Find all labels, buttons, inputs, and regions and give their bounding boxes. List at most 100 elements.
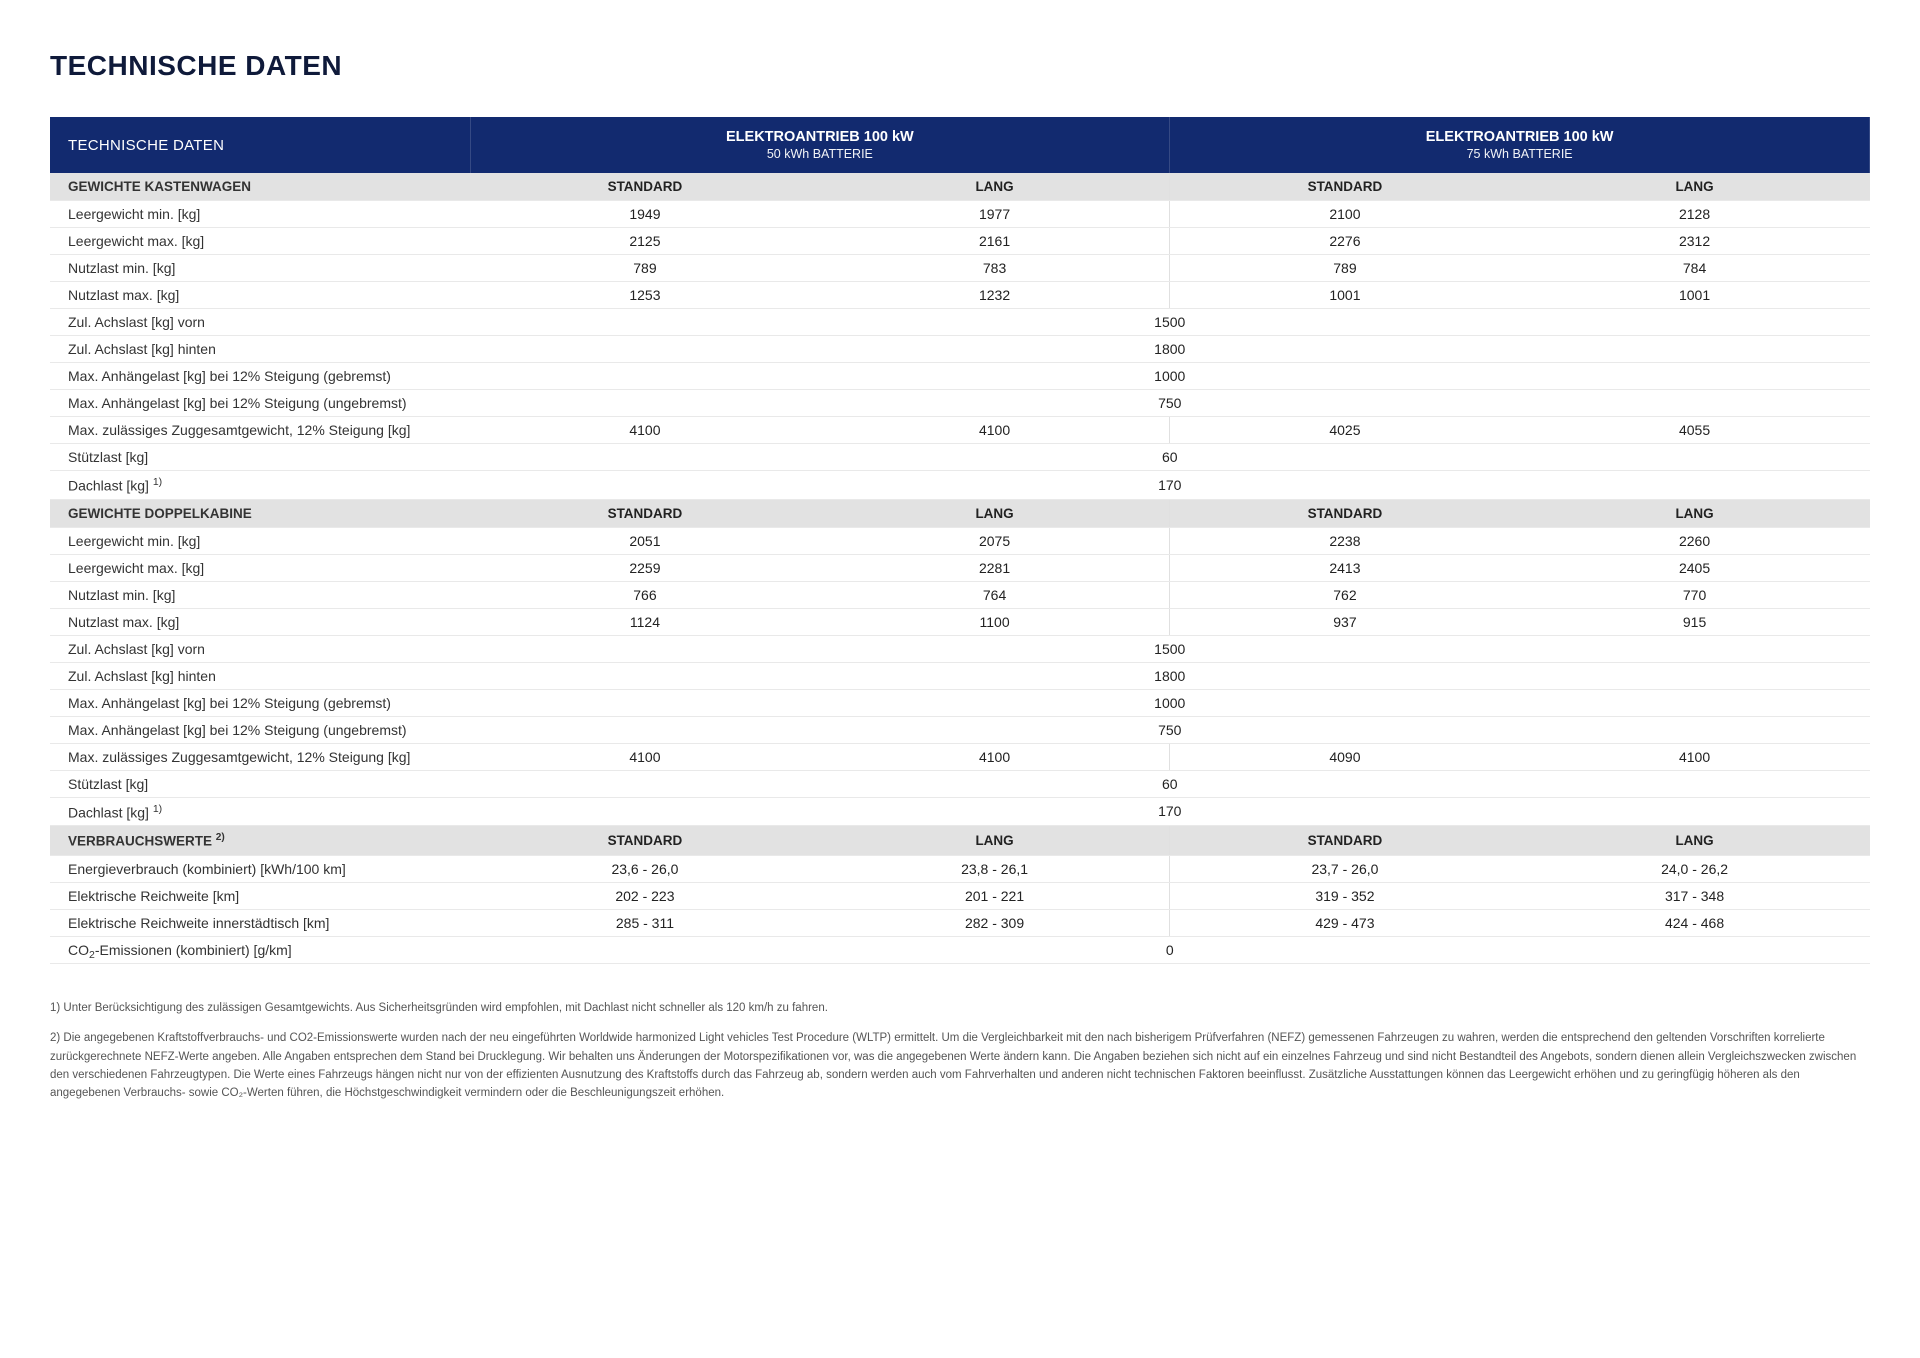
table-row: Dachlast [kg] 1)170 — [50, 471, 1870, 500]
row-label: Max. zulässiges Zuggesamtgewicht, 12% St… — [50, 743, 470, 770]
footnote-2: 2) Die angegebenen Kraftstoffverbrauchs-… — [50, 1029, 1870, 1103]
section-col-label: STANDARD — [470, 499, 820, 527]
table-row: Leergewicht min. [kg]2051207522382260 — [50, 527, 1870, 554]
row-value: 783 — [820, 255, 1170, 282]
row-label: CO2-Emissionen (kombiniert) [g/km] — [50, 936, 470, 963]
row-value-merged: 60 — [470, 770, 1870, 797]
row-label: Max. Anhängelast [kg] bei 12% Steigung (… — [50, 363, 470, 390]
table-row: Zul. Achslast [kg] vorn1500 — [50, 635, 1870, 662]
row-label: Max. Anhängelast [kg] bei 12% Steigung (… — [50, 390, 470, 417]
section-col-label: LANG — [1520, 826, 1870, 856]
section-col-label: LANG — [820, 826, 1170, 856]
table-header-row: TECHNISCHE DATEN ELEKTROANTRIEB 100 kW 5… — [50, 117, 1870, 173]
row-value: 4100 — [470, 743, 820, 770]
row-label: Zul. Achslast [kg] vorn — [50, 635, 470, 662]
row-value: 23,6 - 26,0 — [470, 855, 820, 882]
row-value-merged: 750 — [470, 716, 1870, 743]
row-label: Dachlast [kg] 1) — [50, 471, 470, 500]
row-value: 2276 — [1170, 228, 1520, 255]
row-label: Energieverbrauch (kombiniert) [kWh/100 k… — [50, 855, 470, 882]
section-header-row: GEWICHTE DOPPELKABINESTANDARDLANGSTANDAR… — [50, 499, 1870, 527]
table-row: Zul. Achslast [kg] hinten1800 — [50, 336, 1870, 363]
row-value: 1977 — [820, 201, 1170, 228]
row-value-merged: 750 — [470, 390, 1870, 417]
row-label: Max. zulässiges Zuggesamtgewicht, 12% St… — [50, 417, 470, 444]
header-variant-0: ELEKTROANTRIEB 100 kW 50 kWh BATTERIE — [470, 117, 1170, 173]
section-header-row: GEWICHTE KASTENWAGENSTANDARDLANGSTANDARD… — [50, 173, 1870, 201]
row-value: 1232 — [820, 282, 1170, 309]
row-value: 23,7 - 26,0 — [1170, 855, 1520, 882]
row-value: 762 — [1170, 581, 1520, 608]
table-row: Elektrische Reichweite [km]202 - 223201 … — [50, 882, 1870, 909]
section-col-label: STANDARD — [470, 826, 820, 856]
table-row: CO2-Emissionen (kombiniert) [g/km]0 — [50, 936, 1870, 963]
table-row: Max. Anhängelast [kg] bei 12% Steigung (… — [50, 689, 1870, 716]
row-value: 282 - 309 — [820, 909, 1170, 936]
row-label: Max. Anhängelast [kg] bei 12% Steigung (… — [50, 689, 470, 716]
row-label: Stützlast [kg] — [50, 770, 470, 797]
row-value: 2405 — [1520, 554, 1870, 581]
section-title: VERBRAUCHSWERTE 2) — [50, 826, 470, 856]
table-row: Energieverbrauch (kombiniert) [kWh/100 k… — [50, 855, 1870, 882]
row-value: 24,0 - 26,2 — [1520, 855, 1870, 882]
row-value-merged: 1500 — [470, 309, 1870, 336]
row-value: 23,8 - 26,1 — [820, 855, 1170, 882]
section-col-label: LANG — [820, 173, 1170, 201]
table-row: Max. Anhängelast [kg] bei 12% Steigung (… — [50, 390, 1870, 417]
row-value: 1124 — [470, 608, 820, 635]
row-value: 789 — [470, 255, 820, 282]
row-value: 1100 — [820, 608, 1170, 635]
row-value-merged: 1800 — [470, 336, 1870, 363]
row-value: 4100 — [820, 743, 1170, 770]
spec-table: TECHNISCHE DATEN ELEKTROANTRIEB 100 kW 5… — [50, 117, 1870, 964]
row-value: 937 — [1170, 608, 1520, 635]
row-value-merged: 1500 — [470, 635, 1870, 662]
table-row: Leergewicht max. [kg]2259228124132405 — [50, 554, 1870, 581]
section-title: GEWICHTE KASTENWAGEN — [50, 173, 470, 201]
table-row: Elektrische Reichweite innerstädtisch [k… — [50, 909, 1870, 936]
row-label: Stützlast [kg] — [50, 444, 470, 471]
row-value: 789 — [1170, 255, 1520, 282]
section-col-label: LANG — [820, 499, 1170, 527]
table-body: GEWICHTE KASTENWAGENSTANDARDLANGSTANDARD… — [50, 173, 1870, 963]
table-row: Nutzlast min. [kg]789783789784 — [50, 255, 1870, 282]
section-header-row: VERBRAUCHSWERTE 2)STANDARDLANGSTANDARDLA… — [50, 826, 1870, 856]
table-row: Nutzlast min. [kg]766764762770 — [50, 581, 1870, 608]
row-value: 4100 — [1520, 743, 1870, 770]
row-value: 285 - 311 — [470, 909, 820, 936]
table-row: Nutzlast max. [kg]11241100937915 — [50, 608, 1870, 635]
row-value: 2128 — [1520, 201, 1870, 228]
row-value-merged: 170 — [470, 797, 1870, 826]
section-col-label: LANG — [1520, 499, 1870, 527]
row-value: 2312 — [1520, 228, 1870, 255]
table-row: Stützlast [kg]60 — [50, 770, 1870, 797]
table-row: Max. Anhängelast [kg] bei 12% Steigung (… — [50, 716, 1870, 743]
row-value: 202 - 223 — [470, 882, 820, 909]
row-value: 1253 — [470, 282, 820, 309]
row-value: 201 - 221 — [820, 882, 1170, 909]
row-label: Leergewicht max. [kg] — [50, 228, 470, 255]
row-value: 317 - 348 — [1520, 882, 1870, 909]
table-row: Max. zulässiges Zuggesamtgewicht, 12% St… — [50, 743, 1870, 770]
section-title: GEWICHTE DOPPELKABINE — [50, 499, 470, 527]
row-value: 2259 — [470, 554, 820, 581]
row-value: 4025 — [1170, 417, 1520, 444]
row-value: 4100 — [470, 417, 820, 444]
row-value-merged: 170 — [470, 471, 1870, 500]
row-value: 915 — [1520, 608, 1870, 635]
row-label: Nutzlast max. [kg] — [50, 282, 470, 309]
variant-sub: 50 kWh BATTERIE — [481, 147, 1160, 161]
row-label: Zul. Achslast [kg] hinten — [50, 662, 470, 689]
row-value: 1001 — [1170, 282, 1520, 309]
row-value: 4100 — [820, 417, 1170, 444]
row-value: 429 - 473 — [1170, 909, 1520, 936]
row-value: 1001 — [1520, 282, 1870, 309]
row-value: 4055 — [1520, 417, 1870, 444]
footnote-1: 1) Unter Berücksichtigung des zulässigen… — [50, 999, 1870, 1017]
row-value: 766 — [470, 581, 820, 608]
row-label: Elektrische Reichweite [km] — [50, 882, 470, 909]
header-title-cell: TECHNISCHE DATEN — [50, 117, 470, 173]
row-value: 770 — [1520, 581, 1870, 608]
table-row: Leergewicht max. [kg]2125216122762312 — [50, 228, 1870, 255]
row-value: 2260 — [1520, 527, 1870, 554]
